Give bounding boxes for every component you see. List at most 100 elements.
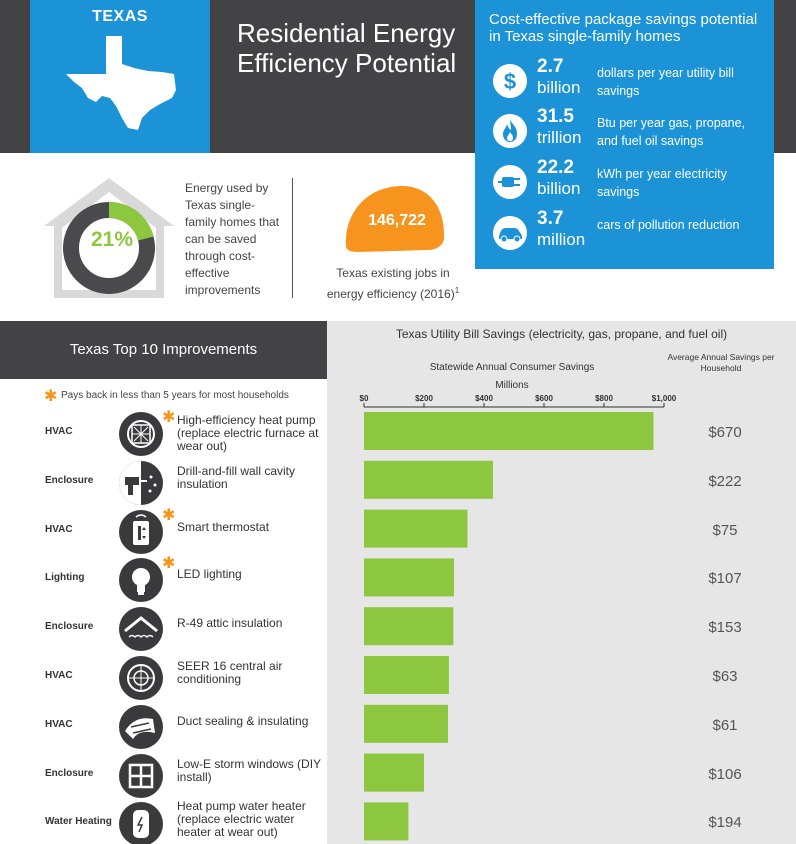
- bar: [364, 656, 449, 694]
- dollar-icon: $: [493, 64, 527, 98]
- window-icon: [119, 753, 163, 798]
- improvement-label: Drill-and-fill wall cavity insulation: [177, 463, 296, 491]
- payback-legend-text: Pays back in less than 5 years for most …: [61, 390, 289, 401]
- improvements-header: Texas Top 10 Improvements: [0, 321, 327, 379]
- state-name: TEXAS: [92, 8, 148, 25]
- stats-title: Cost-effective package savings potential…: [489, 11, 758, 45]
- improvement-category: Enclosure: [45, 621, 94, 633]
- stat-unit: billion: [537, 78, 581, 97]
- water-heater-icon: [119, 802, 163, 844]
- improvement-label: Duct sealing & insulating: [177, 713, 309, 728]
- improvement-row: Water Heating Heat pump water heater (rep…: [0, 798, 327, 844]
- stat-description: kWh per year electricity savings: [597, 167, 727, 199]
- x-tick-label: $1,000: [652, 394, 677, 403]
- bar: [364, 509, 468, 548]
- improvements-title: Texas Top 10 Improvements: [69, 341, 258, 358]
- stat-number: 2.7: [537, 56, 564, 77]
- car-icon: [493, 216, 527, 250]
- chart-title: Texas Utility Bill Savings (electricity,…: [395, 327, 728, 341]
- jobs-footnote: 1: [454, 286, 460, 295]
- stat-description: dollars per year utility bill savings: [597, 66, 734, 98]
- x-axis-label: Millions: [495, 380, 529, 391]
- improvement-row: HVAC ✱ High-efficiency heat pump (replace …: [0, 408, 327, 457]
- stat-number: 22.2: [537, 157, 574, 178]
- donut-saved-arc: [108, 202, 154, 242]
- improvement-category: Water Heating: [45, 816, 112, 828]
- avg-savings-value: $153: [708, 619, 742, 637]
- stat-row: 3.7 million cars of pollution reduction: [475, 208, 774, 256]
- stat-unit: million: [537, 230, 586, 249]
- improvement-row: Lighting ✱ LED lighting: [0, 554, 327, 603]
- flame-icon: [493, 114, 527, 148]
- bar: [364, 753, 424, 792]
- improvement-label: Smart thermostat: [177, 519, 270, 534]
- star-icon: ✱: [162, 506, 176, 524]
- avg-savings-header: Average Annual Savings per Household: [667, 352, 775, 373]
- stat-row: 31.5 trillion Btu per year gas, propane,…: [475, 106, 774, 154]
- page-title: Residential Energy Efficiency Potential: [237, 18, 457, 78]
- improvement-label: SEER 16 central air conditioning: [177, 659, 283, 686]
- bar: [364, 558, 454, 597]
- state-badge: TEXAS: [30, 0, 210, 153]
- improvement-row: Enclosure R-49 attic insulation: [0, 603, 327, 652]
- improvement-category: HVAC: [45, 670, 73, 681]
- avg-savings-value: $194: [708, 814, 742, 832]
- improvement-label: High-efficiency heat pump (replace elect…: [177, 413, 319, 453]
- x-tick-label: $0: [360, 394, 369, 403]
- x-tick-label: $200: [415, 394, 433, 403]
- bar: [364, 460, 493, 499]
- ac-unit-icon: [119, 656, 163, 700]
- avg-savings-value: $106: [708, 765, 742, 783]
- improvement-category: Lighting: [45, 572, 85, 584]
- stat-number: 31.5: [537, 106, 574, 127]
- stat-number: 3.7: [537, 208, 564, 229]
- avg-savings-value: $107: [708, 570, 742, 588]
- stat-description: Btu per year gas, propane, and fuel oil …: [597, 116, 746, 148]
- duct-icon: [119, 704, 163, 749]
- energy-saved-description: Energy used by Texas single-family homes…: [185, 181, 280, 297]
- texas-map-icon: [66, 36, 176, 130]
- improvement-category: HVAC: [45, 523, 73, 535]
- avg-savings-value: $670: [708, 424, 742, 441]
- chart-subtitle: Statewide Annual Consumer Savings: [429, 362, 595, 373]
- x-tick-label: $400: [475, 394, 493, 403]
- house-icon: [44, 178, 174, 298]
- stat-row: 22.2 billion kWh per year electricity sa…: [475, 157, 774, 205]
- divider: [292, 178, 293, 298]
- stat-description: cars of pollution reduction: [597, 218, 740, 232]
- bar: [364, 704, 448, 743]
- avg-savings-value: $75: [712, 521, 738, 539]
- star-icon: ✱: [162, 409, 176, 426]
- improvement-row: Enclosure Low-E storm windows (DIY instal…: [0, 750, 327, 799]
- bar: [364, 802, 409, 841]
- thermostat-icon: [119, 509, 163, 554]
- star-icon: ✱: [162, 555, 176, 573]
- avg-savings-value: $63: [712, 668, 738, 685]
- stat-unit: billion: [537, 179, 581, 198]
- bar: [364, 412, 654, 450]
- hardhat-icon: [345, 186, 444, 252]
- stat-unit: trillion: [537, 128, 582, 147]
- avg-savings-value: $61: [712, 716, 738, 734]
- improvement-category: Enclosure: [45, 474, 94, 486]
- improvement-label: Low-E storm windows (DIY install): [177, 756, 321, 784]
- attic-icon: [119, 607, 163, 652]
- improvement-row: HVAC ✱ Smart thermostat: [0, 506, 327, 555]
- bar: [364, 607, 454, 646]
- stat-row: $ 2.7 billion dollars per year utility b…: [475, 56, 774, 104]
- improvement-category: HVAC: [45, 426, 73, 437]
- improvement-row: HVAC SEER 16 central air conditioning: [0, 652, 327, 701]
- heat-pump-icon: [119, 412, 163, 456]
- lightbulb-icon: [119, 558, 163, 603]
- jobs-number: 146,722: [368, 212, 426, 229]
- x-tick-label: $800: [595, 394, 613, 403]
- drill-icon: [119, 460, 163, 505]
- improvement-row: Enclosure Drill-and-fill wall cavity insu…: [0, 457, 327, 506]
- jobs-description: Texas existing jobs in energy efficiency…: [318, 265, 468, 303]
- energy-saved-percent: 21%: [90, 228, 134, 251]
- improvement-category: HVAC: [45, 718, 73, 730]
- improvement-row: HVAC Duct sealing & insulating: [0, 701, 327, 750]
- improvement-label: LED lighting: [177, 567, 242, 582]
- savings-stats-panel: Cost-effective package savings potential…: [475, 0, 774, 269]
- avg-savings-value: $222: [708, 472, 742, 490]
